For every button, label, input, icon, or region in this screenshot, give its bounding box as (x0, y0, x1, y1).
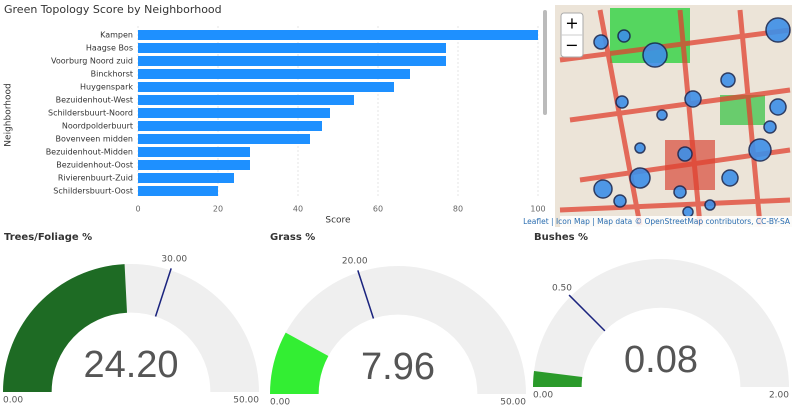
y-tick-label: Schildersbuurt-Noord (48, 109, 133, 118)
bar (138, 30, 538, 40)
y-tick-label: Huygenspark (80, 83, 133, 92)
scrollbar[interactable] (543, 10, 547, 115)
gauge-value-label: 7.96 (361, 346, 435, 388)
target-label: 30.00 (161, 254, 187, 264)
gauge-value (533, 370, 583, 387)
bar (138, 56, 446, 66)
gauge-max-label: 50.00 (500, 398, 526, 408)
gauge-min-label: 0.00 (3, 396, 23, 406)
y-tick-label: Schildersbuurt-Oost (53, 187, 133, 196)
y-tick-label: Binckhorst (91, 70, 133, 79)
y-tick-label: Rivierenbuurt-Zuid (58, 174, 133, 183)
y-tick-label: Voorburg Noord zuid (51, 57, 133, 66)
bar (138, 147, 250, 157)
bar (138, 95, 354, 105)
bar (138, 108, 330, 118)
gauge-track (270, 266, 526, 394)
bar (138, 43, 446, 53)
bar (138, 160, 250, 170)
y-tick-label: Kampen (100, 31, 133, 40)
target-label: 0.50 (552, 284, 572, 294)
gauge-title: Trees/Foliage % (4, 232, 92, 243)
x-tick-label: 100 (530, 205, 545, 214)
gauge-target (357, 270, 375, 319)
bar (138, 82, 394, 92)
x-tick-label: 40 (293, 205, 303, 214)
map-markers (593, 17, 791, 218)
zoom-in[interactable]: + (565, 14, 578, 33)
map[interactable]: + − Leaflet | Icon Map | Map data © Open… (523, 5, 792, 227)
x-tick-label: 80 (453, 205, 463, 214)
bar (138, 121, 322, 131)
map-attribution[interactable]: Leaflet | Icon Map | Map data © OpenStre… (523, 217, 791, 226)
x-axis-title: Score (325, 216, 351, 226)
y-tick-label: Bezuidenhout-Midden (46, 148, 133, 157)
gauge-max-label: 2.00 (769, 391, 789, 401)
x-tick-label: 60 (373, 205, 383, 214)
y-tick-label: Bezuidenhout-Oost (56, 161, 133, 170)
target-label: 20.00 (342, 256, 368, 266)
gauge-target (154, 268, 172, 317)
bar (138, 173, 234, 183)
gauge-title: Bushes % (534, 232, 588, 243)
gauge-value (270, 332, 329, 394)
x-tick-label: 0 (135, 205, 140, 214)
y-tick-label: Bovenveen midden (56, 135, 133, 144)
gauge-max-label: 50.00 (233, 396, 259, 406)
y-axis-title: Neighborhood (4, 83, 14, 146)
bar (138, 186, 218, 196)
zoom-out[interactable]: − (565, 36, 578, 55)
gauge-value (3, 264, 128, 392)
attribution-box (560, 216, 792, 227)
gauge-value-label: 24.20 (83, 344, 178, 386)
gauge-value-label: 0.08 (624, 339, 698, 381)
bar (138, 134, 310, 144)
gauge-target (568, 294, 606, 332)
x-tick-label: 20 (213, 205, 223, 214)
gauge-track (533, 259, 789, 387)
bar (138, 69, 410, 79)
chart-title: Green Topology Score by Neighborhood (4, 3, 222, 16)
gauge-min-label: 0.00 (270, 398, 290, 408)
gauge-title: Grass % (270, 232, 315, 243)
y-tick-label: Bezuidenhout-West (56, 96, 133, 105)
y-tick-label: Noordpolderbuurt (62, 122, 133, 131)
gauge-min-label: 0.00 (533, 391, 553, 401)
y-tick-label: Haagse Bos (86, 44, 133, 53)
